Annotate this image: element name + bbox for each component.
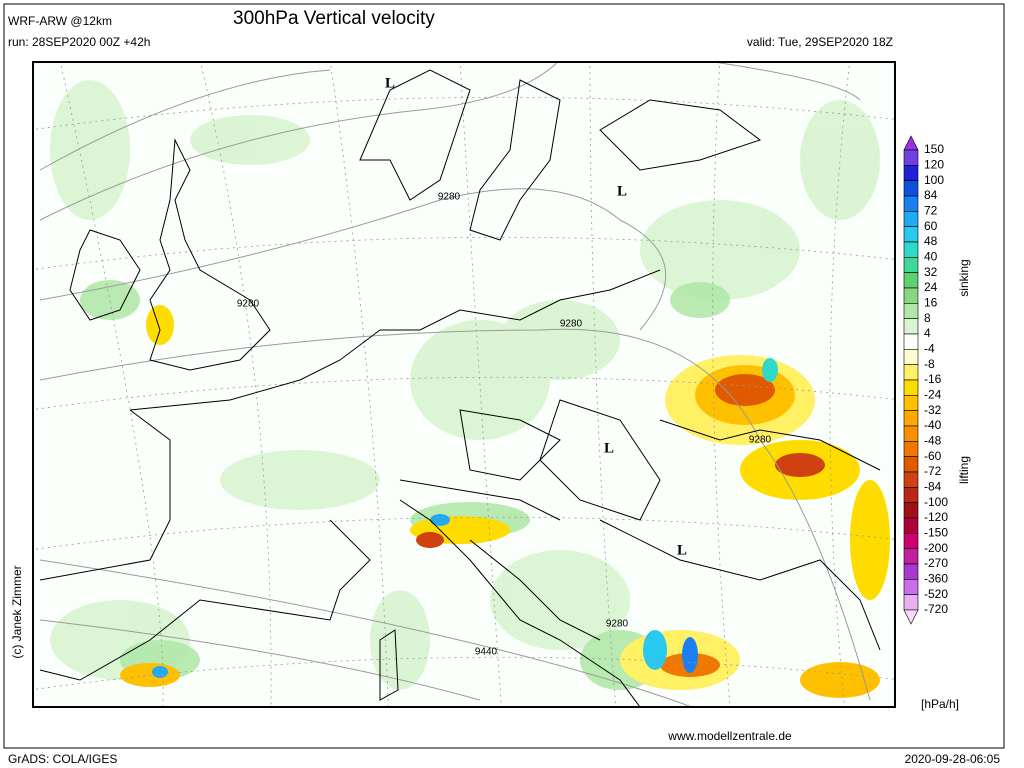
contour-label: 9280 xyxy=(237,299,260,310)
colorbar-band xyxy=(903,441,919,457)
title: 300hPa Vertical velocity xyxy=(233,8,435,29)
colorbar-band xyxy=(903,303,919,319)
map-frame xyxy=(32,61,896,708)
colorbar-band xyxy=(903,379,919,396)
colorbar-band xyxy=(903,272,919,289)
footer-left: GrADS: COLA/IGES xyxy=(8,752,117,766)
colorbar-cap xyxy=(903,609,919,625)
colorbar-label: 8 xyxy=(924,311,931,325)
colorbar-band xyxy=(903,226,919,243)
valid-label: valid: Tue, 29SEP2020 18Z xyxy=(747,35,893,49)
colorbar-band xyxy=(903,563,919,580)
colorbar-band xyxy=(903,594,919,611)
colorbar-label: 72 xyxy=(924,204,938,218)
colorbar-band xyxy=(903,318,919,335)
colorbar-band xyxy=(903,287,919,304)
colorbar-band xyxy=(903,333,919,350)
colorbar-label: -520 xyxy=(924,587,948,601)
timestamp: 2020-09-28-06:05 xyxy=(905,752,1001,766)
colorbar-label: 16 xyxy=(924,296,938,310)
colorbar-label: -150 xyxy=(924,526,948,540)
colorbar-label: -270 xyxy=(924,556,948,570)
colorbar-band xyxy=(903,425,919,442)
low-marker: L xyxy=(617,183,627,199)
colorbar-band xyxy=(903,517,919,534)
low-marker: L xyxy=(604,440,614,456)
unit-label: [hPa/h] xyxy=(921,697,959,711)
colorbar-label: 100 xyxy=(924,173,944,187)
map: L L L L 9280 9280 9280 9280 9280 9440 xyxy=(32,61,896,708)
colorbar-band xyxy=(903,502,919,519)
sinking-label: sinking xyxy=(957,259,971,296)
website: www.modellzentrale.de xyxy=(667,729,792,743)
contour-label: 9280 xyxy=(606,619,629,630)
colorbar-label: -84 xyxy=(924,480,942,494)
contour-label: 9440 xyxy=(475,647,498,658)
colorbar-label: -120 xyxy=(924,510,948,524)
colorbar-band xyxy=(903,211,919,227)
colorbar-band xyxy=(903,364,919,381)
colorbar-band xyxy=(903,349,919,365)
colorbar-band xyxy=(903,241,919,258)
colorbar-label: -720 xyxy=(924,602,948,616)
contour-label: 9280 xyxy=(560,319,583,330)
colorbar-label: -24 xyxy=(924,388,942,402)
contour-label: 9280 xyxy=(438,192,461,203)
low-marker: L xyxy=(385,75,395,91)
run-label: run: 28SEP2020 00Z +42h xyxy=(8,35,150,49)
colorbar-band xyxy=(903,487,919,503)
colorbar-label: 32 xyxy=(924,265,938,279)
colorbar-label: -16 xyxy=(924,372,942,386)
colorbar-label: 24 xyxy=(924,280,938,294)
colorbar-label: -60 xyxy=(924,449,942,463)
colorbar-band xyxy=(903,149,919,166)
model-label: WRF-ARW @12km xyxy=(8,14,112,28)
colorbar-label: -100 xyxy=(924,495,948,509)
colorbar-band xyxy=(903,533,919,549)
colorbar-label: -32 xyxy=(924,403,942,417)
colorbar-band xyxy=(903,471,919,488)
colorbar-label: 84 xyxy=(924,188,938,202)
colorbar-band xyxy=(903,395,919,411)
colorbar-label: -200 xyxy=(924,541,948,555)
map-field xyxy=(33,62,895,707)
colorbar: 150120100847260484032241684-4-8-16-24-32… xyxy=(903,135,948,625)
low-marker: L xyxy=(677,542,687,558)
colorbar-label: 48 xyxy=(924,234,938,248)
colorbar-label: 40 xyxy=(924,250,938,264)
colorbar-label: -48 xyxy=(924,434,942,448)
credit: (c) Janek Zimmer xyxy=(10,565,24,658)
colorbar-band xyxy=(903,410,919,427)
colorbar-band xyxy=(903,456,919,473)
colorbar-label: 60 xyxy=(924,219,938,233)
colorbar-label: -40 xyxy=(924,418,942,432)
colorbar-band xyxy=(903,165,919,181)
colorbar-label: 150 xyxy=(924,142,944,156)
colorbar-band xyxy=(903,579,919,595)
colorbar-label: -4 xyxy=(924,342,935,356)
lifting-label: lifting xyxy=(957,456,971,484)
colorbar-band xyxy=(903,180,919,197)
colorbar-label: -8 xyxy=(924,357,935,371)
colorbar-band xyxy=(903,548,919,565)
colorbar-label: 4 xyxy=(924,326,931,340)
contour-label: 9280 xyxy=(749,435,772,446)
colorbar-label: 120 xyxy=(924,158,944,172)
colorbar-band xyxy=(903,257,919,273)
colorbar-label: -360 xyxy=(924,572,948,586)
colorbar-band xyxy=(903,195,919,212)
colorbar-label: -72 xyxy=(924,464,942,478)
